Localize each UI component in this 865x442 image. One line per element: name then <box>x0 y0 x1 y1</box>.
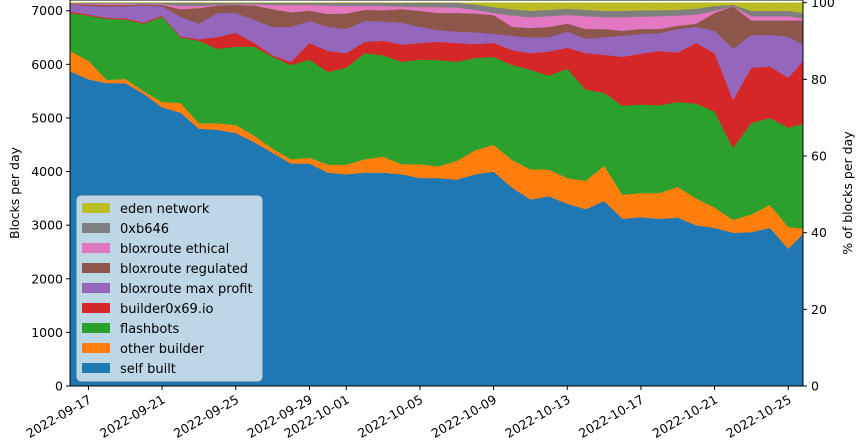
y-tick-label: 4000 <box>31 164 63 179</box>
x-tick-label: 2022-10-25 <box>723 392 793 441</box>
x-tick-label: 2022-10-13 <box>502 392 572 441</box>
legend-label: self built <box>120 362 176 377</box>
legend-label: eden network <box>120 202 210 217</box>
legend: eden network 0xb646 bloxroute ethical bloxr… <box>76 195 263 382</box>
y-right-tick-label: 100 <box>811 0 835 10</box>
x-tick-label: 2022-10-17 <box>576 392 646 441</box>
legend-label: bloxroute max profit <box>120 282 253 297</box>
y-tick-label: 1000 <box>31 325 63 340</box>
legend-swatch <box>82 243 110 253</box>
plot-frame <box>69 0 804 387</box>
x-tick-label: 2022-10-09 <box>429 392 499 441</box>
y-right-tick-label: 40 <box>811 225 827 240</box>
area-eden-network <box>70 2 803 14</box>
legend-item: builder0x69.io <box>82 302 214 317</box>
y-tick-label: 3000 <box>31 218 63 233</box>
x-tick-label: 2022-09-21 <box>97 392 167 441</box>
legend-label: builder0x69.io <box>120 302 214 317</box>
legend-swatch <box>82 263 110 273</box>
legend-item: bloxroute ethical <box>82 242 229 257</box>
legend-swatch <box>82 363 110 373</box>
legend-item: bloxroute regulated <box>82 262 248 277</box>
x-tick-label: 2022-09-25 <box>171 392 241 441</box>
legend-swatch <box>82 323 110 333</box>
legend-swatch <box>82 343 110 353</box>
y-tick-label: 6000 <box>31 57 63 72</box>
legend-item: bloxroute max profit <box>82 282 253 297</box>
legend-item: other builder <box>82 342 205 357</box>
y-axis-right-label: % of blocks per day <box>840 131 855 255</box>
y-tick-label: 0 <box>55 379 63 394</box>
y-right-tick-label: 20 <box>811 302 827 317</box>
legend-label: flashbots <box>120 322 179 337</box>
legend-box <box>76 195 263 382</box>
y-tick-label: 7000 <box>31 3 63 18</box>
legend-label: bloxroute regulated <box>120 262 248 277</box>
y-right-tick-label: 80 <box>811 72 827 87</box>
legend-swatch <box>82 283 110 293</box>
legend-item: eden network <box>82 202 210 217</box>
legend-swatch <box>82 223 110 233</box>
y-tick-label: 2000 <box>31 271 63 286</box>
legend-label: 0xb646 <box>120 222 169 237</box>
x-tick-label: 2022-09-17 <box>23 392 93 441</box>
x-tick-label: 2022-10-05 <box>355 392 425 441</box>
legend-swatch <box>82 303 110 313</box>
legend-label: bloxroute ethical <box>120 242 229 257</box>
legend-item: 0xb646 <box>82 222 169 237</box>
legend-swatch <box>82 203 110 213</box>
legend-item: self built <box>82 362 176 377</box>
y-axis-label: Blocks per day <box>7 146 22 239</box>
legend-item: flashbots <box>82 322 179 337</box>
x-tick-label: 2022-10-21 <box>650 392 720 441</box>
y-right-tick-label: 0 <box>811 379 819 394</box>
y-tick-label: 5000 <box>31 110 63 125</box>
legend-label: other builder <box>120 342 205 357</box>
y-right-tick-label: 60 <box>811 149 827 164</box>
